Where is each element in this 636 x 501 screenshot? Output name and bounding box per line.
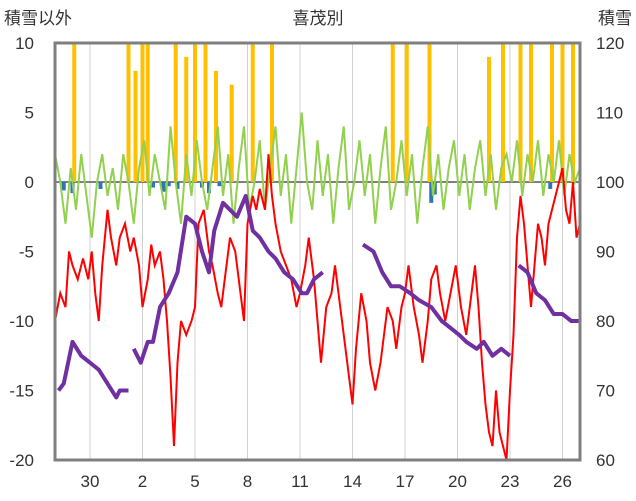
right-tick-label: 110 — [596, 104, 623, 123]
snowfall-bar — [487, 56, 491, 182]
snowfall-bar — [529, 43, 533, 182]
snowfall-bar — [140, 43, 145, 182]
snowfall-bar — [560, 43, 565, 182]
snowfall-bar — [184, 56, 189, 182]
x-tick-label: 23 — [501, 472, 520, 491]
right-tick-label: 100 — [596, 173, 624, 192]
left-tick-label: -15 — [9, 382, 34, 401]
x-tick-label: 5 — [190, 472, 199, 491]
snowfall-bar — [214, 70, 218, 182]
x-axis-ticks: 30 2 5 8 11 14 17 20 23 26 — [81, 472, 572, 491]
chart-title: 喜茂別 — [293, 9, 344, 29]
right-tick-label: 120 — [596, 34, 624, 53]
snow-depth-series-line — [517, 263, 580, 323]
wind-series-line — [54, 112, 581, 238]
left-tick-label: 5 — [25, 104, 34, 123]
right-tick-label: 60 — [596, 451, 615, 470]
snowfall-bar — [72, 43, 77, 182]
snowfall-bar — [193, 43, 197, 182]
snow-depth-series-line — [56, 339, 129, 400]
precip-bar — [98, 182, 103, 189]
right-axis-label: 積雪 — [598, 9, 632, 29]
precip-bar — [175, 182, 180, 189]
x-tick-label: 11 — [291, 472, 309, 491]
snowfall-bar — [427, 43, 432, 182]
precip-bar — [166, 182, 171, 187]
precip-bar — [548, 182, 553, 189]
snowfall-bar — [390, 43, 395, 182]
snowfall-bar — [173, 43, 178, 182]
snowfall-bar — [571, 43, 575, 182]
left-tick-label: -20 — [9, 451, 34, 470]
snow-depth-series-line — [131, 193, 324, 365]
x-tick-label: 14 — [343, 472, 362, 491]
left-tick-label: 0 — [25, 173, 34, 192]
snowfall-bar — [126, 43, 131, 182]
snowfall-bar — [250, 43, 255, 182]
x-tick-label: 8 — [243, 472, 252, 491]
precip-bar — [161, 182, 166, 192]
x-tick-label: 20 — [448, 472, 467, 491]
precip-bar — [207, 182, 211, 194]
left-tick-label: 10 — [15, 34, 34, 53]
precip-bar — [217, 182, 222, 187]
snowfall-bar — [550, 43, 554, 182]
right-axis-ticks: 120 110 100 90 80 70 60 — [596, 34, 624, 470]
snowfall-bar — [203, 43, 208, 182]
left-axis-ticks: 10 5 0 -5 -10 -15 -20 — [9, 34, 34, 470]
precip-bar — [429, 182, 434, 203]
snowfall-bar — [518, 43, 523, 182]
plot-area — [54, 43, 581, 461]
snowfall-bar — [404, 43, 409, 182]
x-tick-label: 30 — [81, 472, 100, 491]
left-tick-label: -5 — [19, 243, 34, 262]
x-tick-label: 2 — [138, 472, 147, 491]
precip-bar — [61, 182, 66, 191]
plot-frame — [53, 41, 582, 462]
precip-bar — [151, 182, 155, 188]
temperature-series-line — [54, 154, 581, 461]
snowfall-bar — [501, 43, 505, 182]
right-tick-label: 80 — [596, 312, 615, 331]
left-axis-label: 積雪以外 — [4, 9, 72, 29]
right-tick-label: 70 — [596, 382, 615, 401]
right-tick-label: 90 — [596, 243, 615, 262]
snowfall-bar — [145, 43, 150, 182]
snowfall-bar — [229, 84, 234, 182]
snowfall-bar — [133, 70, 138, 182]
x-tick-label: 17 — [396, 472, 415, 491]
snowfall-bar — [270, 43, 274, 182]
left-tick-label: -10 — [9, 312, 34, 331]
x-tick-label: 26 — [553, 472, 572, 491]
snow-depth-series-line — [361, 242, 512, 358]
